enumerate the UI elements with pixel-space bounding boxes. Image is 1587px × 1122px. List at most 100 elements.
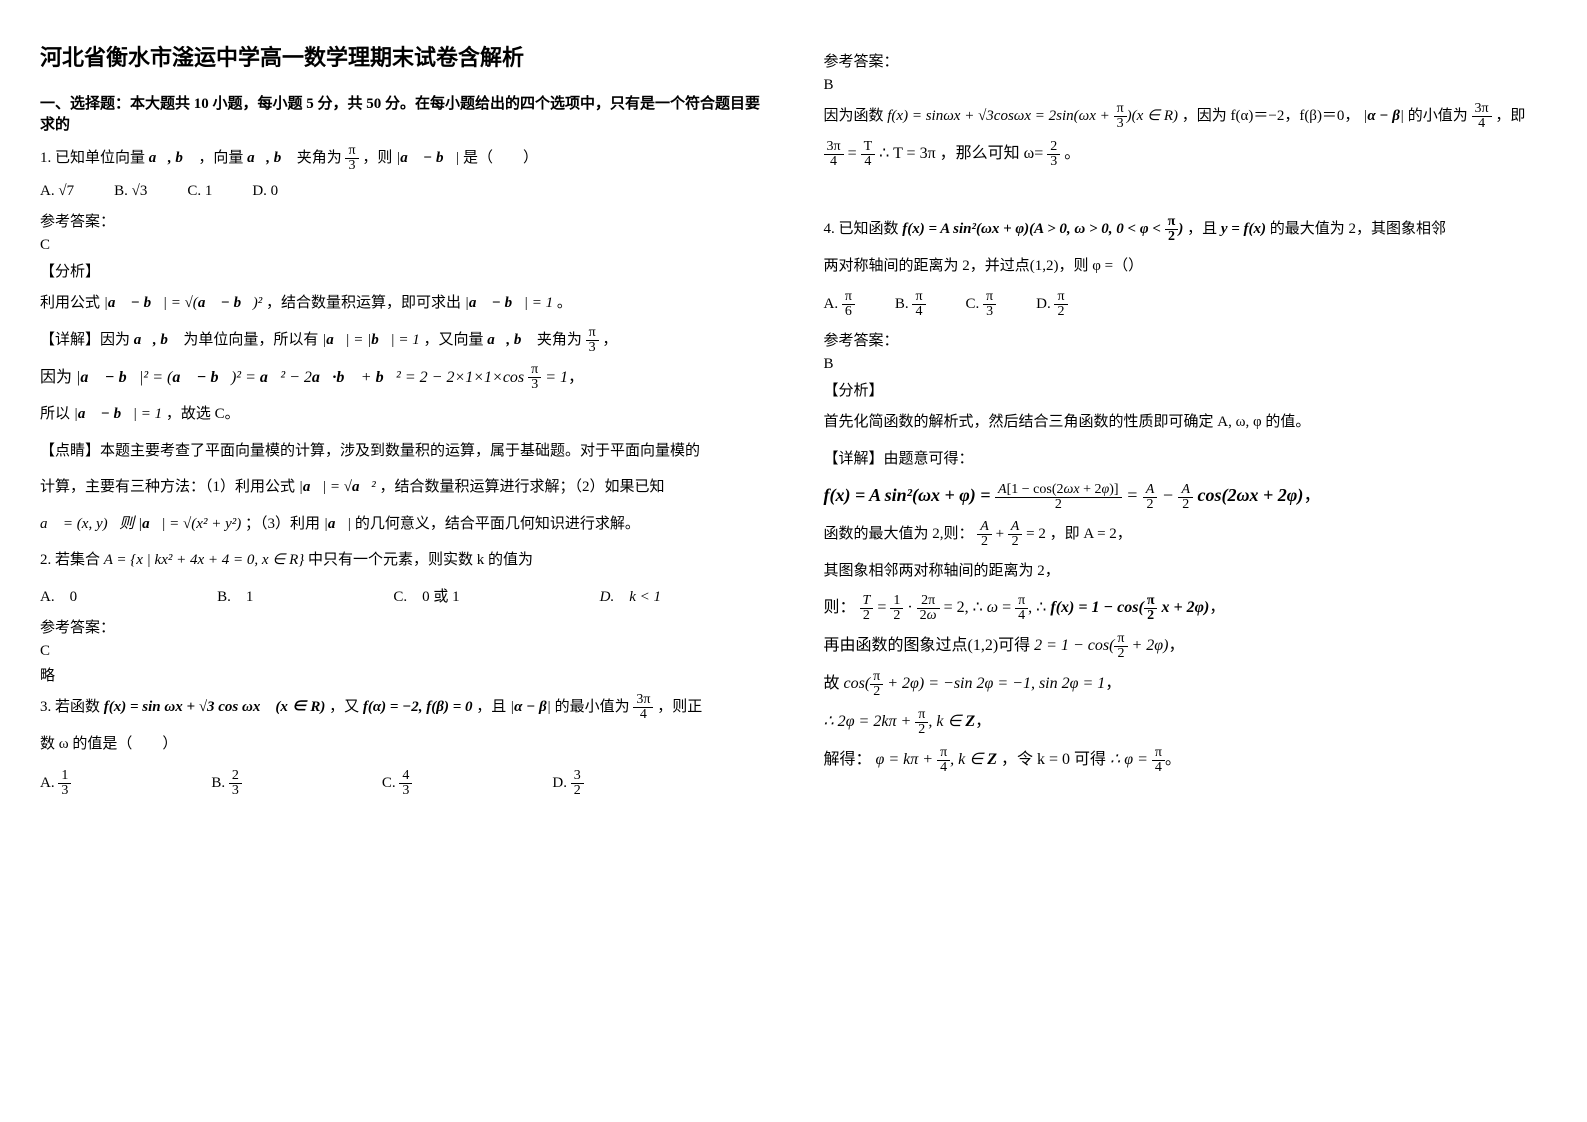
q1-stem-cond: 夹角为	[297, 150, 346, 166]
q1-a1-c: 。	[557, 295, 572, 311]
r-l1-a: 因为函数	[824, 108, 888, 124]
q1-d1-b: 为单位向量，所以有	[183, 332, 322, 348]
alpha-minus-beta-2: |α − β|	[1363, 108, 1404, 124]
mod-eq-1: |a⃗| = |b⃗| = 1	[322, 332, 420, 348]
formula-mod-a-sq: |a⃗| = √a⃗²	[299, 479, 376, 495]
q4-option-d: D. π2	[1036, 290, 1067, 319]
expansion-formula: |a⃗ − b⃗|² = (a⃗ − b⃗)² = a⃗² − 2a⃗·b⃗ +…	[76, 369, 568, 386]
q1-c2-b: ，结合数量积运算进行求解；（2）如果已知	[379, 479, 664, 495]
q1-options: A. √7 B. √3 C. 1 D. 0	[40, 183, 764, 200]
q4-2phi: ∴ 2φ = 2kπ + π2, k ∈ Z，	[824, 707, 1548, 737]
q2-stem-b: 中只有一个元素，则实数 k 的值为	[308, 552, 533, 568]
q1-c3-b: ；（3）利用	[245, 516, 324, 532]
q4-then-label: 则：	[824, 599, 856, 616]
frac-pi-4b: π4	[1015, 594, 1028, 623]
q1-answer-label: 参考答案：	[40, 210, 764, 231]
right-column: 参考答案： B 因为函数 f(x) = sinωx + √3cosωx = 2s…	[824, 40, 1548, 808]
q4-optD-l: D.	[1036, 296, 1051, 312]
q1-stem-suffix: ，则	[362, 150, 396, 166]
r-l1-d: ，即	[1495, 108, 1525, 124]
document-title: 河北省衡水市滏运中学高一数学理期末试卷含解析	[40, 40, 764, 72]
frac-3pi4-eq: 3π4	[824, 140, 844, 169]
q2-note: 略	[40, 664, 764, 685]
q3-optB-label: B.	[211, 774, 225, 790]
frac-pi-2: π2	[1054, 290, 1067, 319]
formula-result-2: |a⃗ − b⃗| = 1	[74, 406, 162, 422]
q2-option-a: A. 0	[40, 585, 77, 606]
frac-T2: T2	[860, 594, 874, 623]
frac-12: 12	[890, 594, 903, 623]
pi-over-3-1: π3	[345, 144, 358, 173]
q2-answer: C	[40, 643, 764, 660]
q1-d3-a: 所以	[40, 406, 74, 422]
left-column: 河北省衡水市滏运中学高一数学理期末试卷含解析 一、选择题：本大题共 10 小题，…	[40, 40, 764, 808]
q4-detail-tag: 【详解】由题意可得：	[824, 445, 1548, 474]
frac-pi-3: π3	[983, 290, 996, 319]
vector-ab-3: a⃗, b⃗	[134, 332, 180, 348]
q1-d1-e: ，	[602, 332, 617, 348]
q4-stem-a: 4. 已知函数	[824, 221, 903, 237]
q1-detail-line2: 因为 |a⃗ − b⃗|² = (a⃗ − b⃗)² = a⃗² − 2a⃗·b…	[40, 363, 764, 393]
q4-solve-a: 解得：	[824, 751, 872, 768]
q3-optC-label: C.	[382, 774, 396, 790]
q4-option-b: B. π4	[895, 290, 926, 319]
q1-d1-d: 夹角为	[537, 332, 586, 348]
q1-comment-l1: 【点睛】本题主要考查了平面向量模的计算，涉及到数量积的运算，属于基础题。对于平面…	[40, 437, 764, 466]
mod-a-minus-b-1: |a⃗ − b⃗|	[396, 150, 459, 166]
problem-4: 4. 已知函数 f(x) = A sin²(ωx + φ)(A > 0, ω >…	[824, 215, 1548, 244]
frac-A2d: A2	[1008, 520, 1023, 549]
q4-fx-expand: f(x) = A sin²(ωx + φ) = A[1 − cos(2ωx + …	[824, 481, 1548, 511]
q2-option-d: D. k < 1	[600, 585, 661, 606]
f-alpha-beta: f(α) = −2, f(β) = 0	[363, 699, 473, 715]
q4-options: A. π6 B. π4 C. π3 D. π2	[824, 290, 1548, 319]
q4-point-label: 再由函数的图象过点(1,2)可得	[824, 637, 1031, 654]
q4-max-a: 函数的最大值为 2,则：	[824, 526, 974, 542]
problem-1: 1. 已知单位向量 a⃗, b⃗ ，向量 a⃗, b⃗ 夹角为 π3 ，则 |a…	[40, 144, 764, 173]
q3-option-c: C. 43	[382, 769, 413, 798]
r-l2-b: ，那么可知 ω=	[940, 145, 1044, 162]
q1-a1-b: ，结合数量积运算，即可求出	[266, 295, 465, 311]
q1-answer: C	[40, 237, 764, 254]
q4-stem-c: 的最大值为 2，其图象相邻	[1270, 221, 1446, 237]
frac-A1cos: A[1 − cos(2ωx + 2φ)]2	[995, 483, 1122, 512]
vector-ab-2: a⃗, b⃗	[247, 150, 293, 166]
q4-then: 则： T2 = 12 · 2π2ω = 2, ∴ ω = π4, ∴ f(x) …	[824, 593, 1548, 623]
q2-option-c: C. 0 或 1	[393, 585, 459, 606]
q1-comment-l2: 计算，主要有三种方法：（1）利用公式 |a⃗| = √a⃗² ，结合数量积运算进…	[40, 473, 764, 502]
q4-option-a: A. π6	[824, 290, 855, 319]
q1-stem-mid: ，向量	[198, 150, 247, 166]
frac-2-3b: 23	[1047, 140, 1060, 169]
q3-option-b: B. 23	[211, 769, 242, 798]
q3-options: A. 13 B. 23 C. 43 D. 32	[40, 769, 764, 798]
q2-stem-a: 2. 若集合	[40, 552, 104, 568]
q1-option-a: A. √7	[40, 183, 74, 200]
mod-a: |a⃗|	[324, 516, 351, 532]
q1-option-c: C. 1	[187, 183, 212, 200]
frac-A2c: A2	[977, 520, 992, 549]
section-1-title: 一、选择题：本大题共 10 小题，每小题 5 分，共 50 分。在每小题给出的四…	[40, 92, 764, 134]
r-answer-label: 参考答案：	[824, 50, 1548, 71]
fx-2sin: f(x) = sinωx + √3cosωx = 2sin(ωx + π3)(x…	[887, 108, 1178, 124]
frac-pi-6: π6	[842, 290, 855, 319]
problem-3: 3. 若函数 f(x) = sin ωx + √3 cos ωx (x ∈ R)…	[40, 693, 764, 722]
q3-stem-c: ，且	[476, 699, 510, 715]
q1-stem-prefix: 1. 已知单位向量	[40, 150, 149, 166]
formula-result-1: |a⃗ − b⃗| = 1	[465, 295, 553, 311]
q1-d1-c: ，又向量	[423, 332, 487, 348]
q4-optA-l: A.	[824, 296, 839, 312]
frac-A2a: A2	[1143, 483, 1158, 512]
frac-2pi-2w: 2π2ω	[917, 594, 940, 623]
q3-optD-label: D.	[552, 774, 567, 790]
q1-analysis-tag: 【分析】	[40, 260, 764, 281]
q1-detail-line1: 【详解】因为 a⃗, b⃗ 为单位向量，所以有 |a⃗| = |b⃗| = 1 …	[40, 326, 764, 355]
q3-option-a: A. 13	[40, 769, 71, 798]
q3-stem-b: ，又	[329, 699, 363, 715]
q1-c2-a: 计算，主要有三种方法：（1）利用公式	[40, 479, 299, 495]
frac-4-3: 43	[399, 769, 412, 798]
frac-pi-4: π4	[912, 290, 925, 319]
r-l1-c: 的小值为	[1408, 108, 1472, 124]
q4-point: 再由函数的图象过点(1,2)可得 2 = 1 − cos(π2 + 2φ)，	[824, 631, 1548, 661]
q4-option-c: C. π3	[966, 290, 997, 319]
q3-stem-a: 3. 若函数	[40, 699, 104, 715]
cos-eq: cos(π2 + 2φ) = −sin 2φ = −1, sin 2φ = 1	[844, 675, 1106, 692]
